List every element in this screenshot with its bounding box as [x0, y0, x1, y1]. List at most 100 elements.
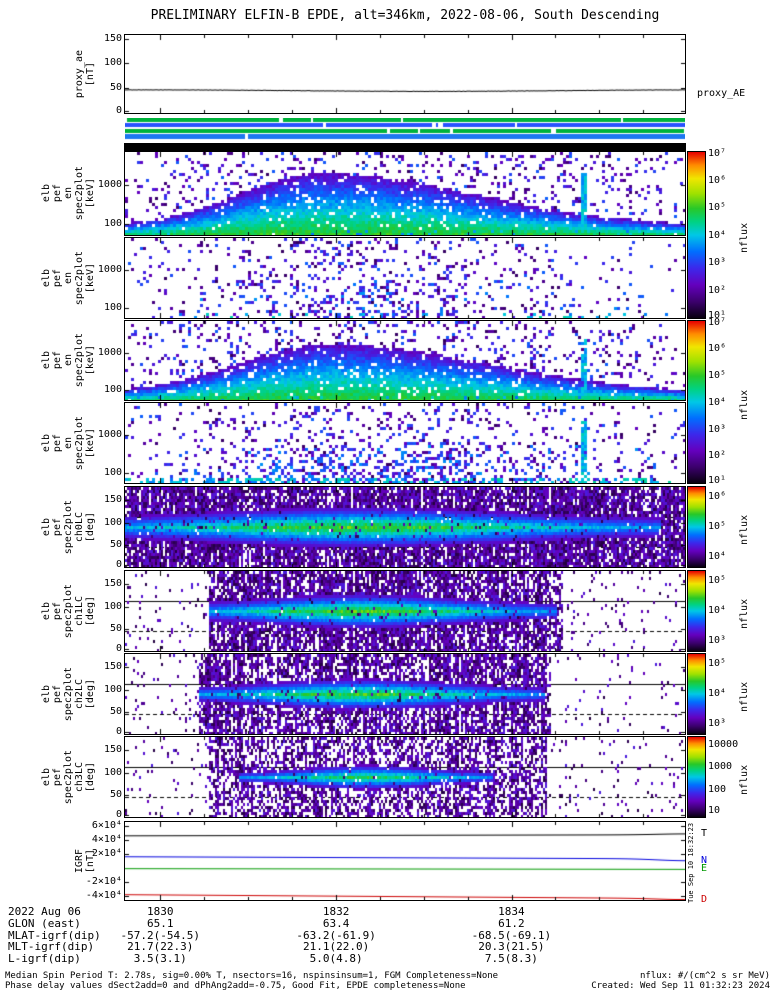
ytick-label: 50 — [109, 538, 122, 550]
ylabel-igrf: IGRF [nT] — [40, 822, 96, 900]
ytick-label: 150 — [103, 32, 122, 44]
ytick-label: 100 — [103, 383, 122, 395]
ytick-label: -2×10⁴ — [85, 876, 122, 888]
ylabel-line: spec2plot — [63, 749, 74, 805]
colorbar-tick-label: 100 — [708, 783, 727, 795]
ytick-label: 100 — [103, 516, 122, 528]
plot-title: PRELIMINARY ELFIN-B EPDE, alt=346km, 202… — [150, 8, 660, 23]
ylabel-line: en — [63, 354, 74, 367]
panel-espec2 — [124, 320, 686, 401]
ephemeris-row-label: L-igrf(dip) — [8, 951, 81, 965]
ephemeris-value: 65.1 — [147, 917, 174, 930]
colorbar-tick-label: 10⁷ — [708, 316, 727, 328]
colorbar-tick-label: 10² — [708, 450, 727, 462]
ytick-label: 100 — [103, 301, 122, 313]
panel-proxy_ae — [124, 34, 686, 114]
espec3-canvas — [125, 403, 685, 483]
ylabel-line: spec2plot — [63, 666, 74, 722]
colorbar-tick-label: 10⁶ — [708, 175, 727, 187]
ytick-label: 0 — [115, 105, 122, 116]
ylabel-line: pef — [52, 684, 63, 704]
colorbar-tick-label: 10³ — [708, 718, 727, 730]
colorbar-tick-label: 10⁶ — [708, 490, 727, 502]
colorbar-tick-label: 10⁴ — [708, 396, 727, 408]
colorbar-6 — [687, 736, 706, 818]
ylabel-line: pef — [52, 601, 63, 621]
ylabel-line: elb — [41, 517, 52, 537]
footer-right-line-2: Created: Wed Sep 11 01:32:23 2024 — [591, 981, 770, 991]
colorbar-tick-label: 10 — [708, 804, 721, 816]
status-flag-strip — [125, 118, 685, 140]
ylabel-line: elb — [41, 684, 52, 704]
ylabel-line: elb — [41, 268, 52, 288]
ylabel-line: pef — [52, 517, 63, 537]
ylabel-line: spec2plot — [74, 415, 85, 471]
ephemeris-row-label: MLT-igrf(dip) — [8, 940, 95, 953]
spin-coverage-bar — [124, 143, 686, 151]
ytick-label: 2×10⁴ — [91, 847, 122, 859]
ytick-label: 1000 — [97, 346, 122, 358]
ylabel-line: spec2plot — [74, 250, 85, 306]
panel-ch0 — [124, 486, 686, 568]
ch3-canvas — [125, 737, 685, 817]
ephemeris-value: 3.5(3.1) — [133, 951, 187, 965]
ylabel-line: en — [63, 271, 74, 285]
ephemeris-value: 20.3(21.5) — [478, 940, 545, 953]
panel-ch1 — [124, 570, 686, 652]
panel-espec0 — [124, 151, 686, 236]
panel-espec1 — [124, 237, 686, 319]
ylabel-line: pef — [52, 433, 63, 453]
ytick-label: 150 — [103, 744, 122, 756]
panel-espec3 — [124, 402, 686, 484]
ch2-canvas — [125, 654, 685, 734]
x-tick-label: 1832 — [322, 905, 350, 918]
colorbar-tick-label: 10⁷ — [708, 147, 727, 159]
proxy-ae-right-label: proxy_AE — [697, 88, 746, 99]
ylabel-proxy_ae: proxy_ae [nT] — [40, 35, 96, 113]
ytick-label: 4×10⁴ — [91, 833, 122, 845]
side-timestamp: Tue Sep 10 18:32:23 2024 — [687, 822, 696, 903]
ytick-label: 100 — [103, 218, 122, 230]
ephemeris-value: -57.2(-54.5) — [120, 928, 200, 942]
x-tick-label: 1830 — [147, 905, 174, 918]
igrf-series-label-E: E — [701, 863, 708, 875]
ytick-label: 150 — [103, 578, 122, 590]
colorbar-3 — [687, 486, 706, 568]
ytick-label: 150 — [103, 661, 122, 673]
ephemeris-value: 61.2 — [498, 917, 525, 930]
ytick-label: 50 — [109, 705, 122, 717]
ytick-label: 100 — [103, 57, 122, 69]
colorbar-tick-label: 1000 — [708, 761, 733, 773]
panel-igrf — [124, 821, 686, 901]
igrf-canvas — [125, 822, 685, 900]
ytick-label: -4×10⁴ — [85, 890, 122, 902]
colorbar-axis-label: nflux — [739, 514, 750, 545]
colorbar-tick-label: 10³ — [708, 423, 727, 435]
ylabel-line: pef — [52, 767, 63, 787]
footer-right-line-1: nflux: #/(cm^2 s sr MeV) — [639, 971, 770, 981]
igrf-series-label-T: T — [701, 827, 708, 839]
ylabel-line: en — [63, 187, 74, 200]
footer-left-line-2: Phase delay values dSect2add=0 and dPhAn… — [5, 981, 466, 991]
igrf-series-label-N: N — [701, 854, 708, 866]
ephemeris-value: -63.2(-61.9) — [296, 928, 376, 942]
ytick-label: 0 — [115, 559, 122, 570]
panel-ch3 — [124, 736, 686, 818]
ylabel-line: pef — [52, 351, 63, 370]
colorbar-axis-label: nflux — [739, 681, 750, 712]
colorbar-tick-label: 10³ — [708, 635, 727, 647]
ephemeris-value: 5.0(4.8) — [309, 951, 363, 965]
panel-ch2 — [124, 653, 686, 735]
colorbar-tick-label: 10⁴ — [708, 605, 727, 616]
colorbar-5 — [687, 653, 706, 735]
date-label: 2022 Aug 06 — [8, 905, 81, 918]
colorbar-axis-label: nflux — [739, 389, 750, 420]
ch0-canvas — [125, 487, 685, 567]
footer-left-line-1: Median Spin Period T: 2.78s, sig=0.00% T… — [5, 971, 499, 981]
colorbar-axis-label: nflux — [739, 598, 750, 629]
ytick-label: 0 — [115, 643, 122, 654]
ephemeris-value: 21.1(22.0) — [302, 940, 370, 953]
ytick-label: 0 — [115, 809, 122, 820]
igrf-series-label-D: D — [701, 893, 708, 905]
